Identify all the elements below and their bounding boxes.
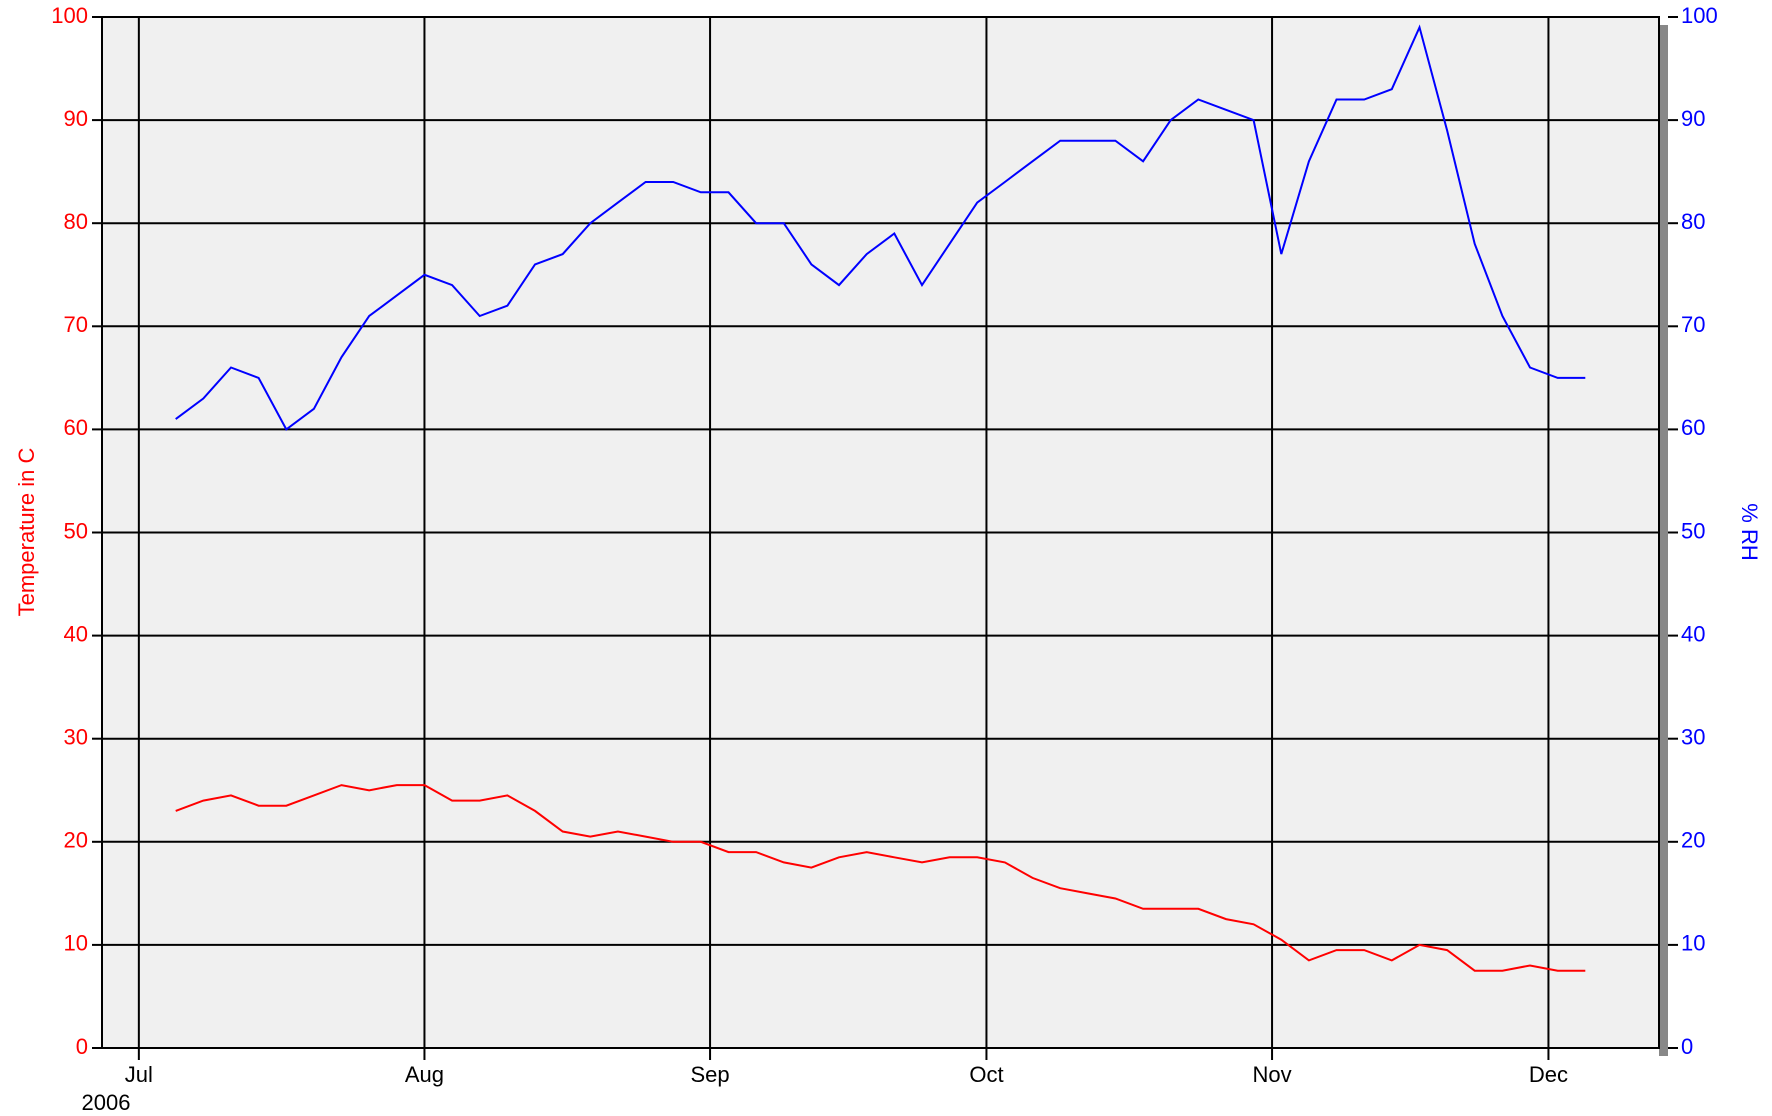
y-tick-label: 20 [64, 828, 88, 853]
y-tick-label: 30 [64, 725, 88, 750]
plot-shadow [1659, 25, 1668, 1056]
y-tick-label: 100 [51, 3, 88, 28]
y2-tick-label: 20 [1681, 828, 1705, 853]
y-tick-label: 70 [64, 312, 88, 337]
y-tick-label: 0 [76, 1034, 88, 1059]
y-tick-label: 10 [64, 931, 88, 956]
x-tick-label: Dec [1529, 1062, 1568, 1087]
x-tick-label: Sep [690, 1062, 729, 1087]
y2-tick-label: 70 [1681, 312, 1705, 337]
y-tick-label: 60 [64, 415, 88, 440]
y2-tick-label: 10 [1681, 931, 1705, 956]
y-tick-label: 90 [64, 106, 88, 131]
y2-tick-label: 60 [1681, 415, 1705, 440]
y2-tick-label: 30 [1681, 725, 1705, 750]
y2-tick-label: 80 [1681, 209, 1705, 234]
y2-tick-label: 50 [1681, 518, 1705, 543]
x-tick-label: Jul [125, 1062, 153, 1087]
x-tick-label: Aug [405, 1062, 444, 1087]
y2-tick-label: 90 [1681, 106, 1705, 131]
x-tick-label: Nov [1252, 1062, 1291, 1087]
y2-axis-label: % RH [1737, 503, 1762, 560]
y-axis-label: Temperature in C [14, 448, 39, 617]
data-line [175, 784, 1586, 972]
y2-tick-label: 40 [1681, 621, 1705, 646]
y-tick-label: 50 [64, 518, 88, 543]
data-line [175, 24, 1586, 431]
y2-tick-label: 0 [1681, 1034, 1693, 1059]
x-tick-label: Oct [969, 1062, 1003, 1087]
y2-tick-label: 100 [1681, 3, 1718, 28]
year-label: 2006 [82, 1090, 131, 1115]
y-tick-label: 80 [64, 209, 88, 234]
y-tick-label: 40 [64, 621, 88, 646]
